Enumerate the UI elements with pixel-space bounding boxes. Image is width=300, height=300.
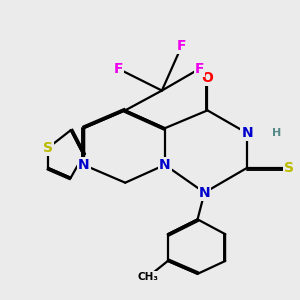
Text: N: N: [241, 126, 253, 140]
Text: F: F: [177, 39, 187, 53]
Text: H: H: [272, 128, 281, 138]
Text: N: N: [159, 158, 171, 172]
Text: N: N: [199, 186, 210, 200]
Text: S: S: [284, 161, 294, 175]
Text: F: F: [113, 62, 123, 76]
Text: S: S: [43, 141, 53, 155]
Text: O: O: [202, 71, 213, 85]
Text: N: N: [241, 126, 253, 140]
Text: N: N: [78, 158, 89, 172]
Text: F: F: [195, 62, 204, 76]
Text: CH₃: CH₃: [137, 272, 158, 282]
